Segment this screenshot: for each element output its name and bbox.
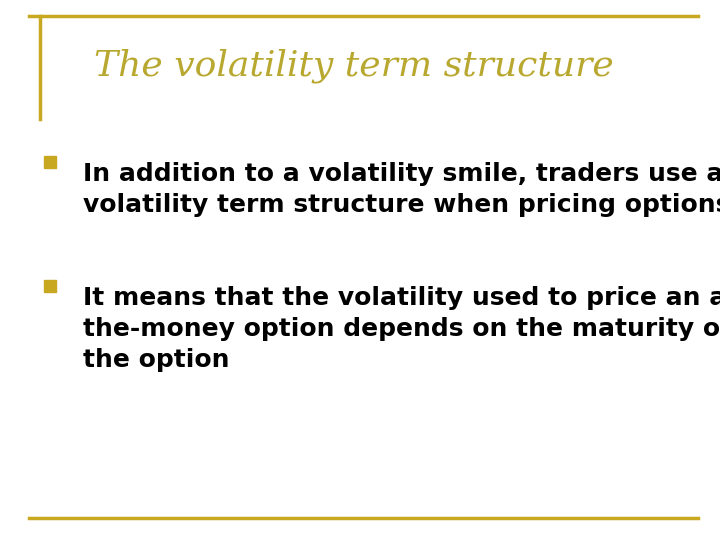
Text: The volatility term structure: The volatility term structure <box>94 49 613 83</box>
Text: It means that the volatility used to price an at-
the-money option depends on th: It means that the volatility used to pri… <box>83 286 720 372</box>
Text: In addition to a volatility smile, traders use a
volatility term structure when : In addition to a volatility smile, trade… <box>83 162 720 217</box>
